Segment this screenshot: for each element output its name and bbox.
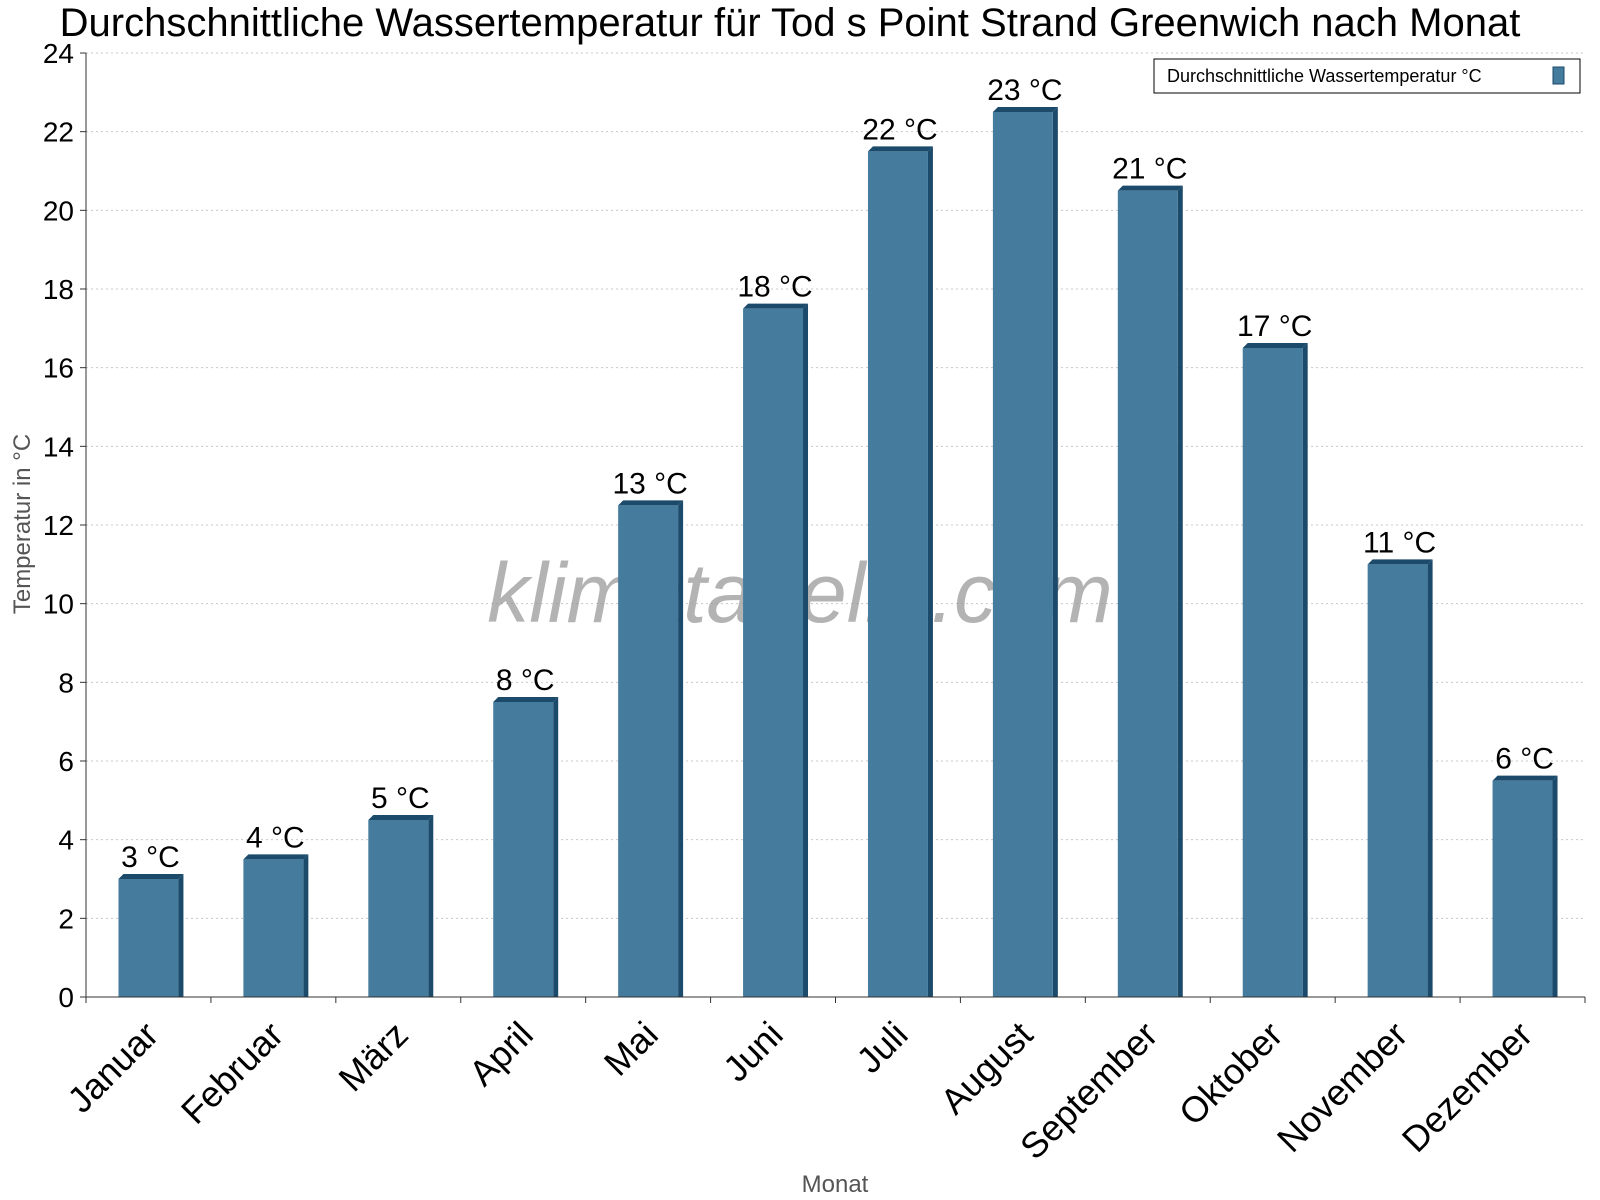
bar-group [1492, 775, 1558, 997]
legend-swatch [1552, 66, 1565, 85]
value-label: 4 °C [246, 821, 305, 854]
bar-group [1367, 559, 1433, 997]
value-label: 5 °C [371, 782, 430, 815]
bar-side [678, 500, 684, 997]
bar [243, 859, 304, 997]
y-tick-label: 14 [43, 431, 74, 462]
bar-side [803, 303, 809, 998]
bar [743, 308, 804, 998]
x-axis-label: Monat [802, 1171, 869, 1198]
bar-group [493, 697, 559, 997]
value-label: 8 °C [496, 664, 555, 697]
legend-label: Durchschnittliche Wassertemperatur °C [1167, 66, 1482, 86]
bar-side [428, 815, 434, 997]
bar [493, 702, 554, 997]
y-tick-label: 0 [58, 982, 74, 1013]
y-tick-label: 4 [58, 825, 74, 856]
bar [368, 820, 429, 997]
bar-top [1367, 559, 1433, 565]
bar-top [867, 146, 933, 152]
bar-top [1117, 185, 1183, 191]
bar-top [368, 815, 434, 820]
bar-top [743, 303, 809, 309]
legend: Durchschnittliche Wassertemperatur °C [1153, 58, 1581, 94]
value-label: 17 °C [1237, 310, 1312, 343]
value-label: 22 °C [862, 113, 937, 146]
bar-top [1492, 775, 1558, 781]
value-label: 23 °C [987, 74, 1062, 107]
bar [1117, 190, 1178, 997]
bar-top [118, 874, 184, 879]
x-tick-label: Dezember [1394, 1014, 1540, 1160]
value-label: 13 °C [612, 467, 687, 500]
bar-group [743, 303, 809, 998]
y-axis-label: Temperatur in °C [9, 434, 36, 614]
bar [1367, 564, 1428, 997]
bar-top [992, 107, 1058, 112]
value-label: 21 °C [1112, 153, 1187, 186]
bar [118, 879, 179, 997]
value-label: 18 °C [737, 271, 812, 304]
bar-group [618, 500, 684, 997]
bar [1492, 780, 1553, 997]
bar-side [1427, 559, 1433, 997]
bar [618, 505, 679, 997]
bar-group [992, 107, 1058, 997]
bar-group [243, 854, 309, 997]
x-tick-label: Februar [173, 1014, 291, 1132]
legend-box [1153, 58, 1581, 94]
y-tick-label: 10 [43, 589, 74, 620]
value-labels: 3 °C 4 °C 5 °C 8 °C 13 °C 18 °C 22 °C 23 °C 21 °… [121, 74, 1554, 874]
y-tick-label: 20 [43, 195, 74, 226]
x-tick-label: Juli [848, 1014, 915, 1081]
x-tick-label: November [1269, 1014, 1415, 1160]
bar-top [493, 697, 559, 702]
x-tick-label: Oktober [1171, 1014, 1291, 1134]
value-label: 11 °C [1363, 526, 1436, 559]
x-tick-label: Juni [715, 1014, 791, 1090]
bar-side [1302, 343, 1308, 997]
y-tick-label: 24 [43, 38, 74, 69]
bar-side [1177, 185, 1183, 997]
x-tick-label: April [461, 1014, 541, 1094]
bar-group [368, 815, 434, 997]
x-tick-label: August [932, 1014, 1040, 1122]
bar [1242, 348, 1303, 997]
grid-lines [86, 52, 1585, 919]
bars [118, 107, 1558, 998]
bar-group [867, 146, 933, 998]
bar-side [1052, 107, 1058, 997]
value-label: 6 °C [1495, 743, 1554, 776]
y-tick-label: 16 [43, 353, 74, 384]
y-tick-label: 18 [43, 274, 74, 305]
bar-side [178, 874, 184, 997]
bar-top [1242, 343, 1308, 348]
bar [867, 151, 928, 998]
bar-side [553, 697, 559, 997]
y-tick-label: 6 [58, 746, 74, 777]
bar-group [1242, 343, 1308, 997]
value-label: 3 °C [121, 841, 180, 874]
bar-side [927, 146, 933, 998]
x-tick-label: Januar [59, 1014, 166, 1121]
y-tick-label: 12 [43, 510, 74, 541]
x-tick-label: März [330, 1014, 416, 1100]
bar-side [303, 854, 309, 997]
y-tick-label: 8 [58, 667, 74, 698]
bar [992, 112, 1053, 997]
x-tick-label: September [1012, 1014, 1166, 1168]
bar-group [118, 874, 184, 997]
bar-top [618, 500, 684, 506]
y-tick-label: 2 [58, 903, 74, 934]
bar-top [243, 854, 309, 860]
x-tick-label: Mai [596, 1014, 666, 1084]
bar-side [1552, 775, 1558, 997]
y-tick-label: 22 [43, 117, 74, 148]
bar-group [1117, 185, 1183, 997]
chart-title: Durchschnittliche Wassertemperatur für T… [60, 1, 1521, 45]
